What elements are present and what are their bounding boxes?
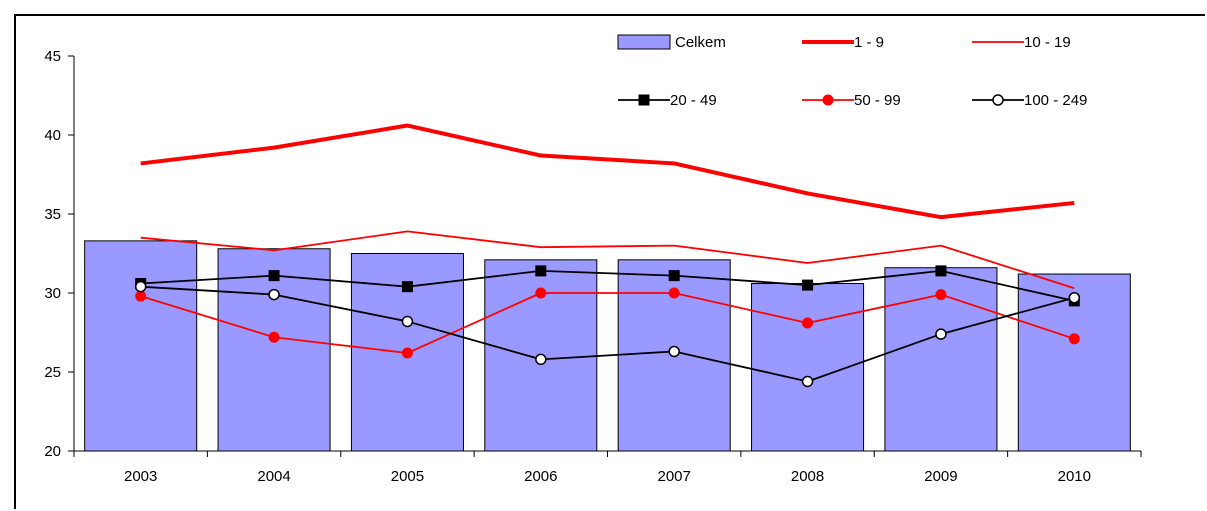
point-100-249-2005 <box>401 315 414 328</box>
legend-10-19-label: 10 - 19 <box>1024 34 1071 51</box>
point-20-49-2005 <box>401 281 413 293</box>
x-tick-label: 2005 <box>391 468 424 485</box>
point-100-249-2010 <box>1068 291 1081 304</box>
point-50-99-2004 <box>268 331 280 343</box>
point-50-99-2003 <box>135 290 147 302</box>
y-tick-label: 30 <box>44 285 61 302</box>
y-tick-label: 35 <box>44 206 61 223</box>
bar-2004 <box>217 248 331 452</box>
y-tick-label: 20 <box>44 443 61 460</box>
bar-2003 <box>84 240 198 452</box>
legend-100-249-label: 100 - 249 <box>1024 92 1087 109</box>
point-100-249-2008 <box>801 375 814 388</box>
point-20-49-2007 <box>668 270 680 282</box>
point-50-99-2006 <box>535 287 547 299</box>
y-tick-label: 45 <box>44 48 61 65</box>
point-20-49-2008 <box>802 279 814 291</box>
x-tick-label: 2009 <box>924 468 957 485</box>
legend-Celkem-label: Celkem <box>675 34 726 51</box>
point-20-49-2006 <box>535 265 547 277</box>
y-tick-label: 25 <box>44 364 61 381</box>
legend-100-249-marker <box>992 94 1004 106</box>
point-50-99-2010 <box>1068 333 1080 345</box>
point-100-249-2003 <box>134 280 147 293</box>
legend-1-9-label: 1 - 9 <box>854 34 884 51</box>
x-tick-label: 2008 <box>791 468 824 485</box>
point-50-99-2009 <box>935 289 947 301</box>
point-50-99-2007 <box>668 287 680 299</box>
x-tick-label: 2010 <box>1058 468 1091 485</box>
series-line-100-249 <box>140 285 1075 383</box>
legend-20-49-marker <box>638 94 650 106</box>
legend-50-99-label: 50 - 99 <box>854 92 901 109</box>
x-tick-label: 2004 <box>257 468 290 485</box>
point-100-249-2007 <box>668 345 680 358</box>
point-100-249-2006 <box>535 353 547 366</box>
y-tick-label: 40 <box>44 127 61 144</box>
series-line-10-19 <box>140 230 1075 290</box>
x-tick-label: 2003 <box>124 468 157 485</box>
legend-20-49-label: 20 - 49 <box>670 92 717 109</box>
point-100-249-2004 <box>268 288 280 301</box>
series-line-20-49 <box>140 269 1075 302</box>
legend-50-99-marker <box>822 94 834 106</box>
point-50-99-2005 <box>401 347 413 359</box>
x-tick-label: 2007 <box>658 468 691 485</box>
x-tick-label: 2006 <box>524 468 557 485</box>
point-20-49-2004 <box>268 270 280 282</box>
point-100-249-2009 <box>935 328 947 340</box>
chart-frame <box>14 14 1205 509</box>
point-50-99-2008 <box>802 317 814 329</box>
point-20-49-2009 <box>935 265 947 277</box>
series-line-1-9 <box>140 123 1075 220</box>
legend-Celkem-swatch <box>617 34 671 50</box>
series-line-50-99 <box>140 292 1075 354</box>
